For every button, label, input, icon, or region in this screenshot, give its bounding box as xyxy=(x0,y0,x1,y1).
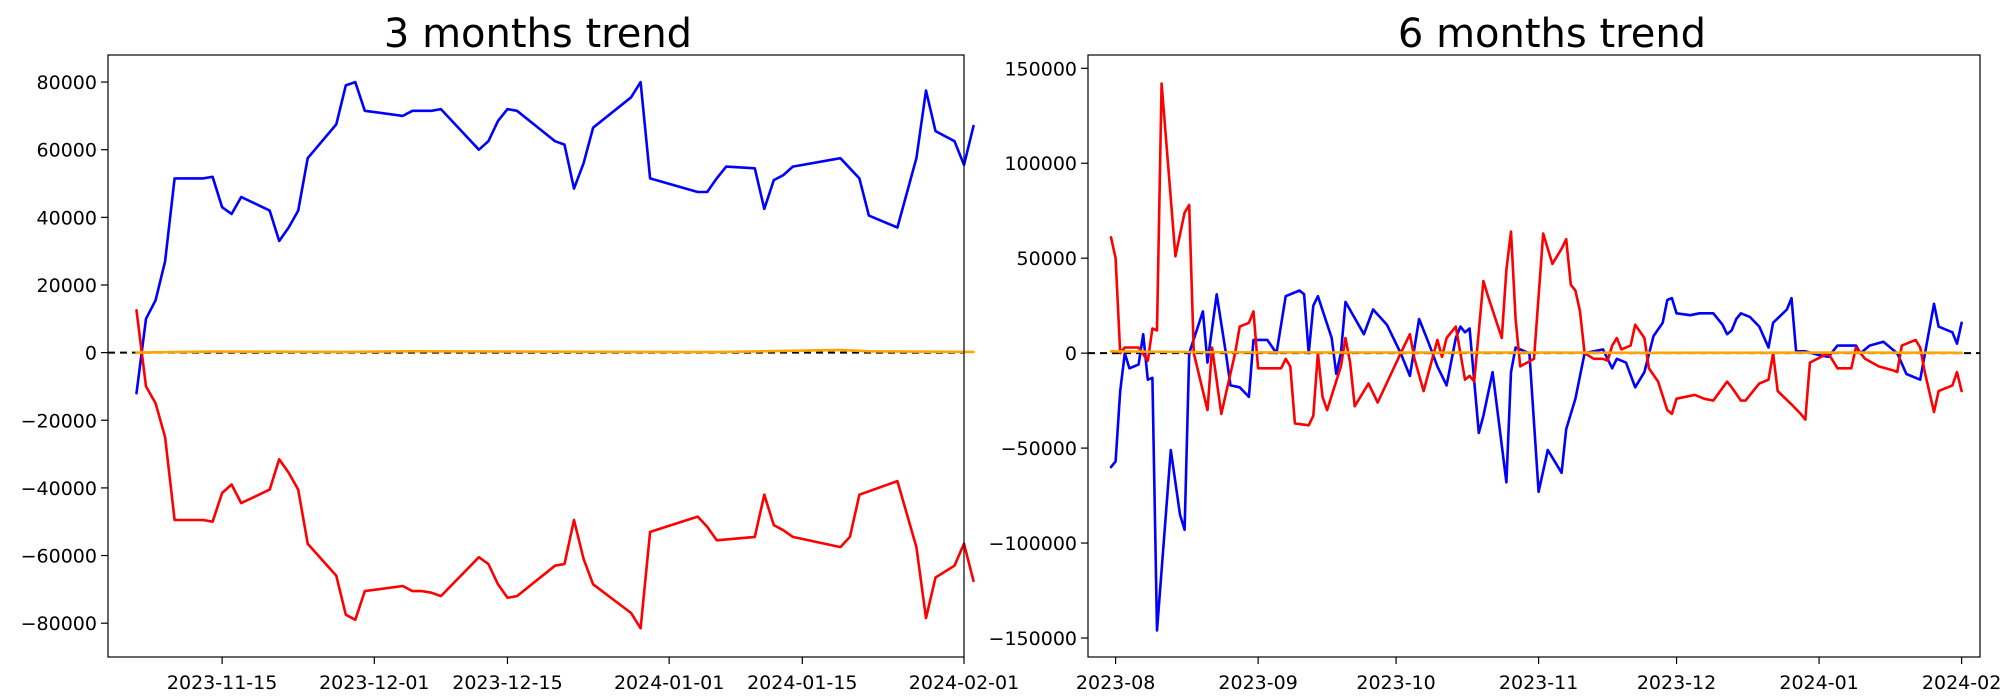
x-tick-label: 2023-09 xyxy=(1218,672,1297,694)
x-tick-label: 2024-02 xyxy=(1922,672,2000,694)
y-tick-label: −150000 xyxy=(989,628,1077,650)
y-tick-label: −60000 xyxy=(21,546,97,568)
y-tick-label: 50000 xyxy=(1017,248,1077,270)
y-tick-label: 20000 xyxy=(37,275,97,297)
y-tick-label: 0 xyxy=(85,343,97,365)
plot-frame xyxy=(107,54,965,658)
x-tick-label: 2024-01-15 xyxy=(747,672,857,694)
series-line-0 xyxy=(135,80,975,395)
x-tick-label: 2023-11-15 xyxy=(167,672,277,694)
y-tick-label: −80000 xyxy=(21,613,97,635)
x-tick-label: 2023-12-15 xyxy=(452,672,562,694)
chart-3-months: 3 months trend −80000 −60000 −40000 −20000 0… xyxy=(21,11,1020,694)
x-tick-label: 2023-12 xyxy=(1637,672,1716,694)
x-tick-label: 2023-12-01 xyxy=(319,672,429,694)
y-tick-label: 40000 xyxy=(37,207,97,229)
x-tick-label: 2024-01 xyxy=(1779,672,1858,694)
x-tick-label: 2024-02-01 xyxy=(909,672,1019,694)
series-line-1 xyxy=(1109,82,1963,427)
series-line-1 xyxy=(135,309,975,630)
x-tick-label: 2024-01-01 xyxy=(614,672,724,694)
series-line-2 xyxy=(1109,350,1963,355)
y-tick-label: 0 xyxy=(1065,343,1077,365)
plot-frame xyxy=(1087,54,1981,658)
y-tick-label: −50000 xyxy=(1001,438,1077,460)
x-tick-label: 2023-10 xyxy=(1356,672,1435,694)
y-tick-label: 60000 xyxy=(37,140,97,162)
y-tick-label: 150000 xyxy=(1004,58,1077,80)
y-tick-label: 100000 xyxy=(1004,153,1077,175)
x-tick-label: 2023-08 xyxy=(1076,672,1155,694)
y-tick-label: −100000 xyxy=(989,533,1077,555)
chart-title: 6 months trend xyxy=(1398,11,1706,57)
y-tick-label: 80000 xyxy=(37,72,97,94)
x-tick-label: 2023-11 xyxy=(1499,672,1578,694)
series-line-2 xyxy=(135,348,975,354)
chart-6-months: 6 months trend −150000 −100000 −50000 0 5000… xyxy=(989,11,2000,694)
chart-title: 3 months trend xyxy=(384,11,692,57)
series-line-0 xyxy=(1109,289,1963,632)
y-tick-label: −40000 xyxy=(21,478,97,500)
y-tick-label: −20000 xyxy=(21,410,97,432)
